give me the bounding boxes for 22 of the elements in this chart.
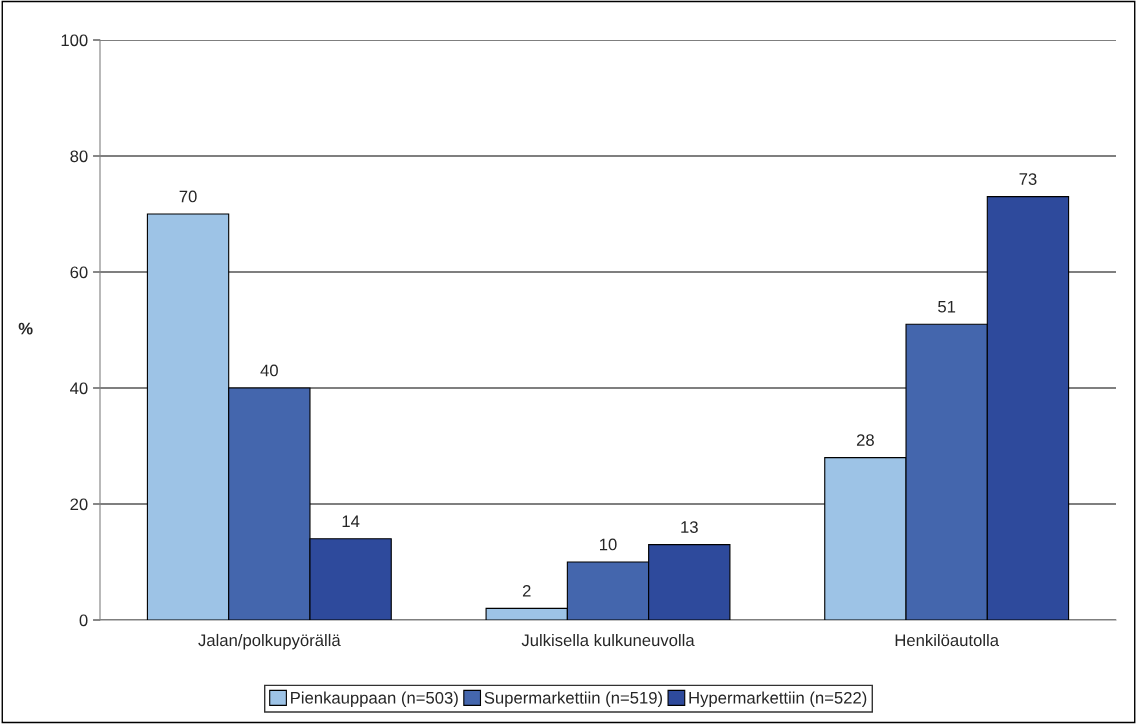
data-label: 70 bbox=[179, 190, 197, 203]
y-tick-label: 100 bbox=[61, 34, 88, 47]
data-label: 73 bbox=[1019, 173, 1037, 185]
data-label: 13 bbox=[681, 521, 698, 533]
y-tick-label: 40 bbox=[70, 382, 88, 395]
y-tick-label: 0 bbox=[79, 614, 88, 627]
data-label: 28 bbox=[856, 434, 874, 446]
x-tick-label: Julkisella kulkuneuvolla bbox=[521, 633, 695, 647]
x-tick-label: Jalan/polkupyörällä bbox=[198, 633, 341, 650]
data-label: 51 bbox=[938, 300, 956, 313]
legend-label: Pienkauppaan (n=503) bbox=[291, 691, 458, 708]
legend-label: Supermarkettiin (n=519) bbox=[484, 691, 663, 708]
data-label: 2 bbox=[522, 584, 531, 597]
data-label: 14 bbox=[342, 515, 360, 528]
y-tick-label: 60 bbox=[70, 266, 88, 279]
y-axis-title: % bbox=[18, 322, 33, 335]
legend-label: Hypermarkettiin (n=522) bbox=[689, 691, 867, 708]
y-tick-label: 80 bbox=[70, 150, 88, 163]
data-label: 40 bbox=[260, 364, 278, 377]
y-tick-label: 20 bbox=[70, 498, 88, 511]
data-label: 10 bbox=[600, 538, 617, 551]
x-tick-label: Henkilöautolla bbox=[895, 633, 1000, 647]
